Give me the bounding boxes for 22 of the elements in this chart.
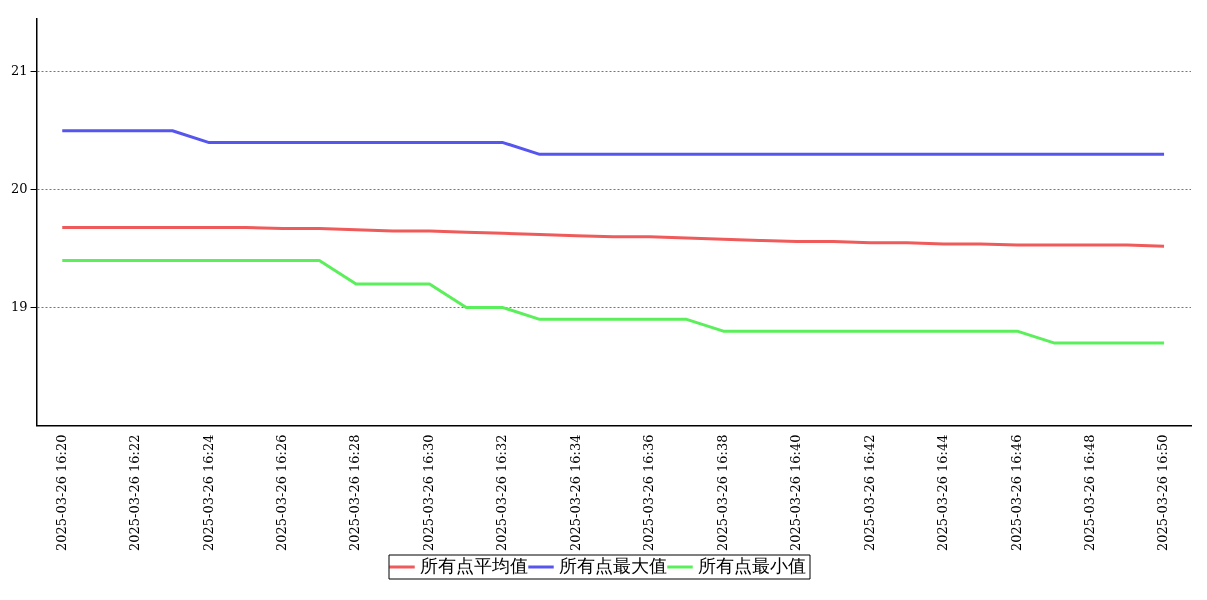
x-tick-label: 2025-03-26 16:44 <box>935 434 951 552</box>
x-tick-label: 2025-03-26 16:40 <box>788 434 804 552</box>
legend-label: 所有点最大值 <box>559 554 667 576</box>
legend-label: 所有点平均值 <box>420 554 528 576</box>
x-tick-label: 2025-03-26 16:48 <box>1081 434 1097 552</box>
x-tick-label: 2025-03-26 16:34 <box>567 434 583 552</box>
x-tick-label: 2025-03-26 16:36 <box>641 434 657 552</box>
x-tick-label: 2025-03-26 16:20 <box>53 434 69 552</box>
x-tick-label: 2025-03-26 16:30 <box>420 434 436 552</box>
y-tick-label: 21 <box>11 63 28 79</box>
y-tick-label: 20 <box>11 181 28 197</box>
x-tick-label: 2025-03-26 16:42 <box>861 434 877 552</box>
x-tick-label: 2025-03-26 16:46 <box>1008 434 1024 552</box>
x-tick-label: 2025-03-26 16:24 <box>200 434 216 552</box>
x-tick-label: 2025-03-26 16:22 <box>127 434 143 552</box>
y-tick-label: 19 <box>11 298 28 314</box>
x-tick-label: 2025-03-26 16:26 <box>273 434 289 552</box>
x-tick-label: 2025-03-26 16:32 <box>494 434 510 552</box>
x-tick-label: 2025-03-26 16:38 <box>714 434 730 552</box>
legend-label: 所有点最小值 <box>698 554 806 576</box>
x-tick-label: 2025-03-26 16:28 <box>347 434 363 552</box>
x-tick-label: 2025-03-26 16:50 <box>1155 434 1171 552</box>
